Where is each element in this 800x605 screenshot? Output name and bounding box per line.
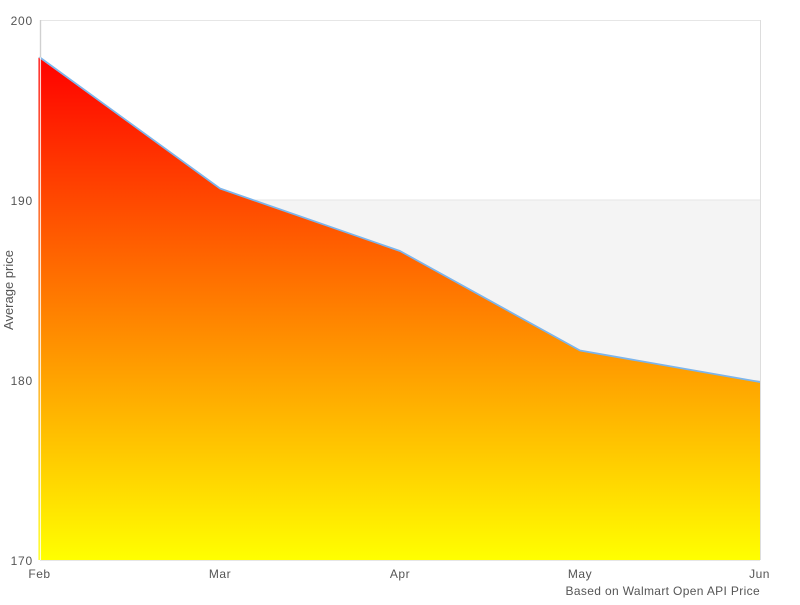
svg-text:Jun: Jun (749, 567, 770, 581)
svg-text:May: May (568, 567, 592, 581)
svg-text:170: 170 (11, 554, 33, 568)
svg-text:Based on Walmart Open API Pric: Based on Walmart Open API Price (566, 584, 761, 598)
svg-text:180: 180 (11, 374, 33, 388)
svg-text:Average price: Average price (1, 250, 16, 330)
svg-text:200: 200 (11, 14, 33, 28)
svg-text:Apr: Apr (390, 567, 410, 581)
svg-text:Feb: Feb (28, 567, 50, 581)
svg-text:Mar: Mar (209, 567, 231, 581)
svg-text:190: 190 (11, 194, 33, 208)
